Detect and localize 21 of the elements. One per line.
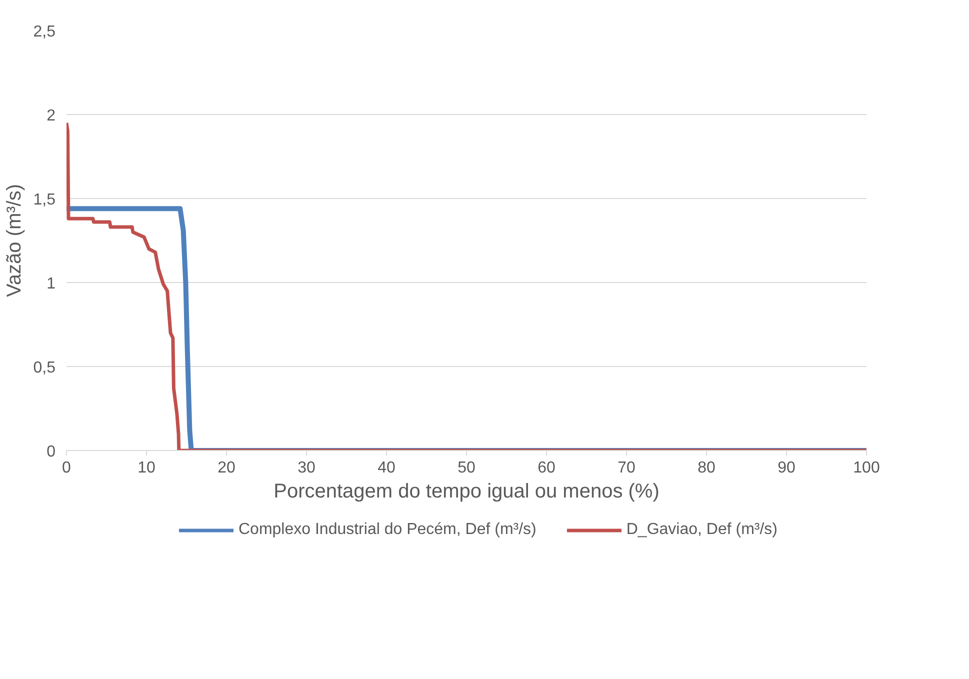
x-tick-label: 20 <box>218 460 236 476</box>
y-axis-title: Vazão (m³/s) <box>3 184 26 297</box>
y-tick-label: 0,5 <box>33 360 56 376</box>
legend-label: Complexo Industrial do Pecém, Def (m³/s) <box>238 521 536 539</box>
y-tick-label: 2 <box>46 108 56 124</box>
x-tick-label: 50 <box>458 460 476 476</box>
y-tick-label: 0 <box>46 444 56 460</box>
x-tick-label: 30 <box>298 460 316 476</box>
legend-label: D_Gaviao, Def (m³/s) <box>626 521 778 539</box>
y-tick-label: 1,5 <box>33 192 56 208</box>
x-tick-label: 80 <box>698 460 716 476</box>
y-tick-label: 1 <box>46 276 56 292</box>
x-tick-label: 10 <box>138 460 156 476</box>
x-tick-label: 70 <box>618 460 636 476</box>
x-axis-title: Porcentagem do tempo igual ou menos (%) <box>274 480 660 502</box>
x-tick-label: 60 <box>538 460 556 476</box>
x-tick-label: 100 <box>853 460 880 476</box>
x-tick-label: 0 <box>62 460 72 476</box>
x-tick-label: 40 <box>378 460 396 476</box>
y-tick-label: 2,5 <box>33 24 56 40</box>
x-tick-label: 90 <box>778 460 796 476</box>
